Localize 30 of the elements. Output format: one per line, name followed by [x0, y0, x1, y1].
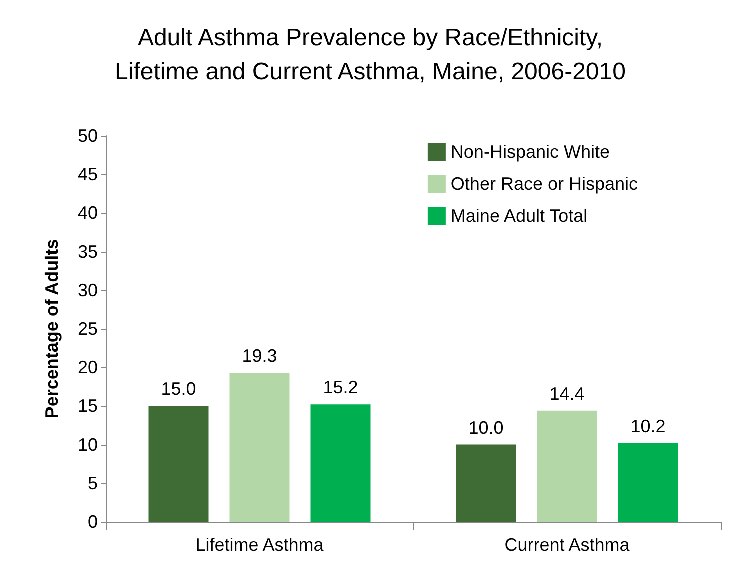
- y-tick-label: 40: [78, 203, 98, 224]
- data-label: 15.0: [161, 379, 196, 400]
- y-tick-label: 50: [78, 126, 98, 146]
- y-tick-label: 0: [88, 512, 98, 532]
- bar: [230, 373, 290, 522]
- chart-title: Adult Asthma Prevalence by Race/Ethnicity, Lifetime and Current Asthma, Maine, 2006-2010: [115, 24, 626, 86]
- y-tick-label: 15: [78, 396, 98, 416]
- data-label: 10.2: [630, 416, 666, 436]
- y-axis-title: Percentage of Adults: [42, 239, 62, 419]
- y-tick-label: 5: [88, 473, 98, 494]
- data-label: 19.3: [242, 346, 278, 366]
- bar: [148, 406, 209, 522]
- legend-label: Non-Hispanic White: [450, 142, 610, 162]
- data-label: 14.4: [550, 384, 585, 404]
- bar: [310, 404, 371, 522]
- bar: [456, 444, 516, 522]
- x-tick-label: Lifetime Asthma: [196, 535, 325, 555]
- x-tick-label: Current Asthma: [504, 535, 631, 555]
- y-tick-label: 25: [78, 319, 98, 339]
- y-tick-label: 35: [78, 242, 98, 262]
- y-tick-label: 30: [78, 280, 98, 300]
- y-tick-label: 20: [78, 358, 98, 378]
- y-tick-label: 45: [78, 164, 98, 185]
- data-label: 10.0: [468, 418, 504, 438]
- data-label: 15.2: [323, 378, 358, 398]
- legend-label: Maine Adult Total: [450, 206, 588, 226]
- bar: [618, 443, 678, 522]
- legend-label: Other Race or Hispanic: [450, 174, 638, 194]
- y-tick-label: 10: [78, 434, 98, 455]
- bar: [537, 410, 598, 522]
